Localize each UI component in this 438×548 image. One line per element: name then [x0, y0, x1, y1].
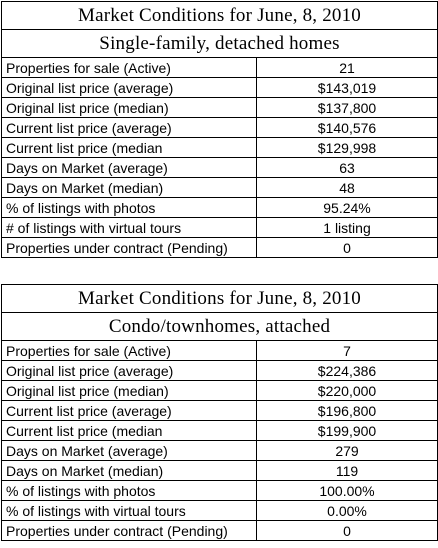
table-row: Days on Market (median) 48 [1, 177, 438, 198]
row-label: Properties for sale (Active) [1, 340, 257, 361]
table-row: Current list price (median $129,998 [1, 137, 438, 158]
table-row: % of listings with photos 95.24% [1, 197, 438, 218]
table-title-row: Market Conditions for June, 8, 2010 [0, 1, 438, 30]
row-label: Current list price (average) [1, 400, 257, 421]
single-family-table: Market Conditions for June, 8, 2010 Sing… [0, 1, 438, 258]
single-family-table-body: Market Conditions for June, 8, 2010 Sing… [0, 1, 438, 258]
table-subtitle-row: Condo/townhomes, attached [0, 312, 438, 341]
table-row: Current list price (average) $196,800 [1, 400, 438, 421]
table-row: # of listings with virtual tours 1 listin… [1, 217, 438, 238]
row-label: Current list price (median [1, 420, 257, 441]
table-row: % of listings with photos 100.00% [1, 480, 438, 501]
row-label: # of listings with virtual tours [1, 217, 257, 238]
table-title: Market Conditions for June, 8, 2010 [0, 284, 438, 313]
table-subtitle: Condo/townhomes, attached [0, 312, 438, 341]
row-label: Original list price (average) [1, 360, 257, 381]
row-label: Original list price (median) [1, 97, 257, 118]
row-label: Days on Market (median) [1, 177, 257, 198]
row-label: Days on Market (average) [1, 440, 257, 461]
row-value: 279 [255, 440, 438, 461]
row-label: Properties under contract (Pending) [1, 520, 257, 541]
table-subtitle: Single-family, detached homes [0, 29, 438, 58]
row-value: $129,998 [255, 137, 438, 158]
row-label: Current list price (average) [1, 117, 257, 138]
row-value: 119 [255, 460, 438, 481]
row-value: $143,019 [255, 77, 438, 98]
table-row: Original list price (median) $220,000 [1, 380, 438, 401]
table-title: Market Conditions for June, 8, 2010 [0, 1, 438, 30]
row-value: 0 [255, 237, 438, 258]
row-label: Properties under contract (Pending) [1, 237, 257, 258]
row-value: $199,900 [255, 420, 438, 441]
row-label: Days on Market (median) [1, 460, 257, 481]
row-value: $137,800 [255, 97, 438, 118]
table-row: Current list price (average) $140,576 [1, 117, 438, 138]
row-value: 0 [255, 520, 438, 541]
table-row: Days on Market (median) 119 [1, 460, 438, 481]
row-value: 0.00% [255, 500, 438, 521]
row-label: Original list price (median) [1, 380, 257, 401]
row-value: 7 [255, 340, 438, 361]
row-label: % of listings with photos [1, 480, 257, 501]
row-value: $220,000 [255, 380, 438, 401]
condo-table: Market Conditions for June, 8, 2010 Cond… [0, 284, 438, 541]
row-value: $224,386 [255, 360, 438, 381]
table-title-row: Market Conditions for June, 8, 2010 [0, 284, 438, 313]
condo-table-body: Market Conditions for June, 8, 2010 Cond… [0, 284, 438, 541]
row-label: Days on Market (average) [1, 157, 257, 178]
table-row: Days on Market (average) 63 [1, 157, 438, 178]
table-subtitle-row: Single-family, detached homes [0, 29, 438, 58]
table-row: Properties for sale (Active) 7 [1, 340, 438, 361]
table-row: Original list price (median) $137,800 [1, 97, 438, 118]
table-row: Original list price (average) $143,019 [1, 77, 438, 98]
row-label: Current list price (median [1, 137, 257, 158]
row-value: 1 listing [255, 217, 438, 238]
table-row: Properties for sale (Active) 21 [1, 57, 438, 78]
row-label: % of listings with virtual tours [1, 500, 257, 521]
row-value: 21 [255, 57, 438, 78]
table-row: Properties under contract (Pending) 0 [1, 237, 438, 258]
row-label: Original list price (average) [1, 77, 257, 98]
row-value: $196,800 [255, 400, 438, 421]
row-value: 95.24% [255, 197, 438, 218]
table-row: Properties under contract (Pending) 0 [1, 520, 438, 541]
row-value: 48 [255, 177, 438, 198]
table-row: Original list price (average) $224,386 [1, 360, 438, 381]
row-label: % of listings with photos [1, 197, 257, 218]
row-value: 63 [255, 157, 438, 178]
row-label: Properties for sale (Active) [1, 57, 257, 78]
table-row: % of listings with virtual tours 0.00% [1, 500, 438, 521]
table-row: Current list price (median $199,900 [1, 420, 438, 441]
row-value: 100.00% [255, 480, 438, 501]
row-value: $140,576 [255, 117, 438, 138]
table-row: Days on Market (average) 279 [1, 440, 438, 461]
